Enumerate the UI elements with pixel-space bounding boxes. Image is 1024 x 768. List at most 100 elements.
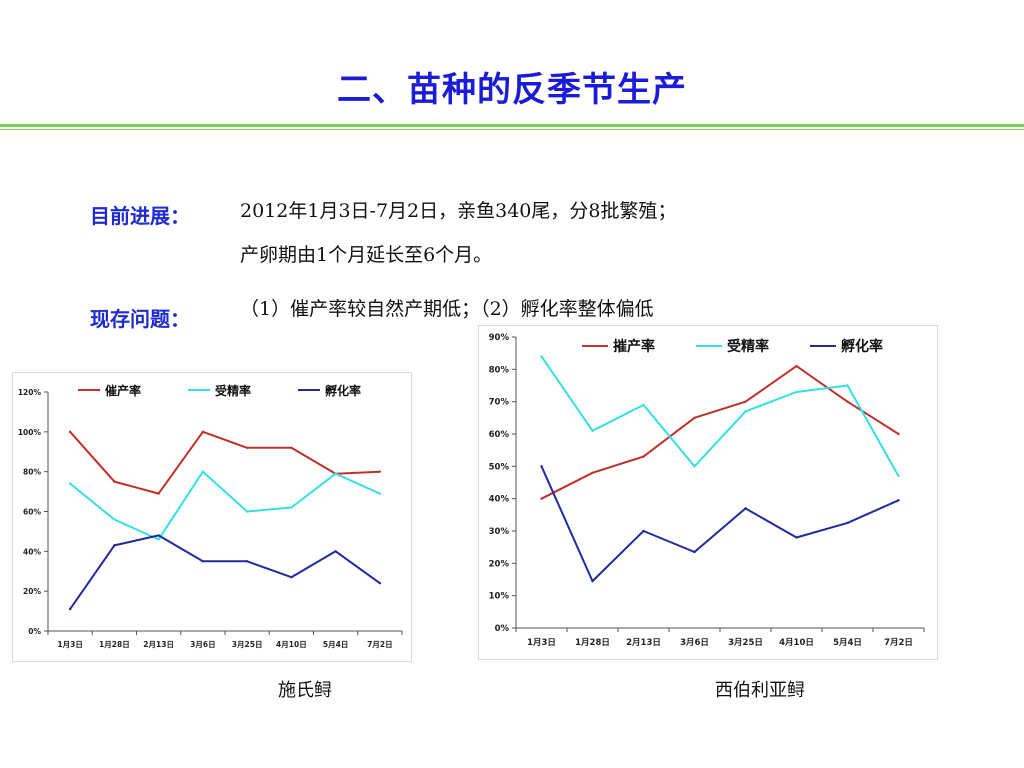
y-tick-label: 120% [18, 388, 42, 397]
data-point [157, 492, 160, 495]
data-point [642, 455, 645, 458]
chart-caption-siberian-sturgeon: 西伯利亚鲟 [715, 680, 805, 701]
y-tick-label: 40% [23, 547, 41, 556]
data-point [378, 492, 382, 495]
data-point [591, 579, 594, 583]
x-tick-label: 1月3日 [527, 638, 556, 648]
x-tick-label: 4月10日 [779, 638, 814, 648]
x-tick-label: 2月13日 [143, 640, 174, 649]
legend-label: 受精率 [727, 338, 769, 355]
data-point [201, 470, 205, 473]
chart-frame [478, 325, 938, 660]
data-point [693, 550, 696, 554]
legend-label: 受精率 [215, 383, 251, 398]
data-point [157, 534, 160, 537]
chart-siberian-sturgeon: 0% 10% 20% 30% 40% 50% 60% 70% 80% 90% 1月3日 1月28日 2月… [478, 325, 938, 660]
x-tick-label: 7月2日 [884, 638, 913, 648]
x-tick-label: 5月4日 [323, 640, 348, 649]
y-tick-label: 60% [489, 430, 510, 440]
data-point [113, 518, 116, 521]
x-tick-label: 7月2日 [367, 640, 392, 649]
data-point [68, 482, 72, 485]
data-point [290, 446, 293, 449]
y-tick-label: 60% [23, 508, 41, 517]
y-tick-label: 80% [489, 365, 510, 375]
data-point [795, 536, 798, 539]
data-point [290, 506, 293, 509]
legend-label: 孵化率 [841, 338, 883, 355]
progress-line-1: 2012年1月3日-7月2日，亲鱼340尾，分8批繁殖； [240, 200, 677, 222]
y-tick-label: 80% [23, 468, 41, 477]
data-point [540, 355, 543, 358]
data-point [642, 403, 645, 407]
data-point [68, 430, 72, 434]
data-point [245, 560, 249, 563]
y-tick-label: 20% [489, 559, 510, 569]
chart-caption-shi-sturgeon: 施氏鲟 [278, 680, 332, 701]
x-tick-label: 3月25日 [728, 638, 763, 648]
y-tick-label: 30% [489, 527, 510, 537]
data-point [378, 582, 382, 585]
y-tick-label: 0% [495, 624, 510, 634]
data-point [693, 416, 696, 420]
data-point [113, 480, 116, 483]
legend-label: 催产率 [105, 383, 141, 398]
chart-frame [12, 372, 412, 662]
data-point [693, 465, 696, 468]
y-tick-label: 40% [489, 495, 510, 505]
data-point [290, 576, 293, 579]
problem-label: 现存问题： [90, 307, 190, 331]
x-tick-label: 1月28日 [575, 638, 610, 648]
data-point [846, 400, 849, 403]
y-tick-label: 0% [28, 627, 41, 636]
data-point [795, 390, 798, 394]
legend-label: 孵化率 [325, 383, 361, 398]
progress-line-2: 产卵期由1个月延长至6个月。 [240, 244, 493, 266]
data-point [245, 446, 249, 449]
x-tick-label: 5月4日 [833, 638, 862, 648]
series-line [540, 355, 900, 477]
data-point [846, 521, 849, 525]
chart-shi-sturgeon: 0% 20% 40% 60% 80% 100% 120% 1月3日 1月28日 2月13日 3月6日… [12, 372, 412, 662]
data-point [378, 470, 382, 473]
data-point [897, 474, 900, 478]
data-point [642, 529, 645, 533]
y-tick-label: 50% [489, 462, 510, 472]
data-point [334, 472, 337, 475]
data-point [846, 384, 849, 387]
y-tick-label: 90% [489, 333, 510, 343]
data-point [897, 432, 900, 436]
y-tick-label: 100% [18, 428, 42, 437]
data-point [334, 550, 337, 553]
x-tick-label: 3月25日 [232, 640, 263, 649]
x-tick-label: 3月6日 [680, 638, 709, 648]
data-point [591, 471, 594, 474]
progress-label: 目前进展： [90, 204, 190, 228]
series-line [69, 534, 381, 610]
data-point [201, 560, 205, 563]
data-point [897, 499, 900, 502]
y-tick-label: 10% [489, 592, 510, 602]
slide-title: 二、苗种的反季节生产 [337, 70, 687, 110]
x-tick-label: 1月28日 [99, 640, 130, 649]
x-tick-label: 4月10日 [276, 640, 307, 649]
legend-label: 摧产率 [613, 338, 655, 355]
series-line [540, 465, 899, 583]
series-line [541, 365, 900, 500]
data-point [540, 497, 543, 500]
problem-text: （1）催产率较自然产期低；（2）孵化率整体偏低 [240, 298, 654, 320]
data-point [113, 544, 116, 547]
data-point [744, 400, 747, 403]
data-point [744, 507, 747, 510]
data-point [540, 465, 543, 468]
series-line [69, 470, 381, 541]
y-tick-label: 70% [489, 398, 510, 408]
title-divider [0, 124, 1024, 127]
data-point [68, 607, 72, 611]
data-point [245, 510, 249, 513]
title-divider-thin [0, 129, 1024, 130]
x-tick-label: 2月13日 [626, 638, 661, 648]
data-point [744, 410, 747, 413]
x-tick-label: 3月6日 [190, 640, 215, 649]
data-point [591, 429, 594, 432]
